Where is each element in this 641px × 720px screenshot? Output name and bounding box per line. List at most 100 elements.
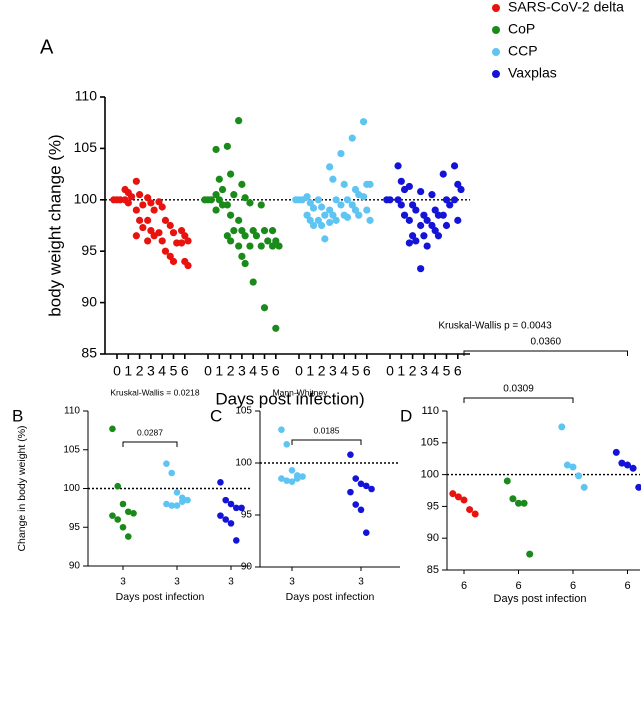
data-point [400,211,409,219]
y-tick-label: 100 [421,469,439,481]
data-point [144,216,152,224]
data-point [288,466,296,474]
data-point [348,201,356,209]
data-point [241,232,249,240]
y-tick-label: 100 [63,483,80,494]
data-point [635,483,641,491]
data-point [450,162,459,170]
chart-title: Kruskal-Wallis = 0.0218 [110,387,199,397]
legend-label: CoP [508,21,535,37]
data-point [264,237,272,245]
data-point [119,523,127,531]
data-point [215,175,223,183]
data-point [442,221,451,230]
data-point [439,211,447,219]
data-point [181,232,189,240]
data-point [178,498,186,505]
data-point [449,490,457,498]
data-point [326,163,334,171]
x-tick-label: 0 [386,363,394,379]
data-point [417,265,425,273]
legend-label: CCP [508,43,538,59]
data-point [212,145,220,154]
data-point [136,191,144,199]
p-value-label: 0.0185 [314,425,340,435]
data-point [119,500,127,508]
y-tick-label: 95 [81,242,97,258]
x-tick-label: 2 [409,363,417,379]
data-point [109,425,116,433]
data-point [235,216,243,224]
data-point [147,199,155,207]
data-point [299,473,306,480]
x-tick-label: 6 [570,580,576,592]
y-tick-label: 85 [427,564,439,576]
data-point [409,232,417,240]
data-point [173,489,181,496]
data-point [232,504,240,512]
data-point [207,196,215,204]
data-point [222,516,230,523]
data-point [268,242,277,250]
x-tick-label: 4 [340,363,348,379]
data-point [132,232,140,240]
data-point [230,227,238,235]
data-point [235,117,243,125]
data-point [526,550,534,558]
legend-marker [492,4,500,12]
data-point [238,504,245,512]
significance-bracket [122,441,178,447]
data-point [509,495,517,503]
data-point [347,451,354,458]
data-point [232,537,240,544]
data-point [217,479,224,486]
data-point [184,237,192,245]
x-tick-label: 3 [120,577,126,588]
data-point [238,227,246,235]
data-point [520,499,528,507]
data-point [363,206,371,214]
data-point [147,227,155,235]
data-point [332,216,340,224]
data-point [288,478,296,486]
data-point [454,493,462,501]
data-point [139,201,147,209]
data-point [321,211,329,219]
data-point [130,510,137,517]
chart-title: Kruskal-Wallis p = 0.0043 [438,321,552,332]
data-point [309,204,318,212]
y-axis-label: Change in body weight (%) [16,425,28,551]
y-tick-label: 100 [74,191,98,207]
data-point [109,512,116,519]
x-tick-label: 0 [295,363,303,379]
x-tick-label: 5 [170,363,178,379]
data-point [124,533,132,540]
data-point [144,194,152,202]
data-point [431,227,439,235]
data-point [275,242,283,250]
data-point [278,475,285,482]
data-point [168,502,176,509]
x-tick-label: 6 [515,580,521,592]
data-point [405,182,413,191]
data-point [618,459,626,467]
x-tick-label: 3 [329,363,337,379]
data-point [362,529,370,536]
data-point [450,196,459,204]
y-tick-label: 100 [235,458,252,469]
legend-label: Vaxplas [508,65,557,81]
y-tick-label: 95 [69,522,81,533]
data-point [558,423,566,431]
data-point [166,221,174,230]
x-tick-label: 2 [318,363,326,379]
data-point [412,206,420,214]
data-point [241,259,249,268]
y-tick-label: 95 [427,500,439,512]
data-point [227,520,235,527]
x-tick-label: 4 [249,363,257,379]
data-point [337,149,345,158]
data-point [169,229,178,237]
panel-label: D [400,406,412,425]
data-point [318,203,326,211]
data-point [405,239,413,247]
